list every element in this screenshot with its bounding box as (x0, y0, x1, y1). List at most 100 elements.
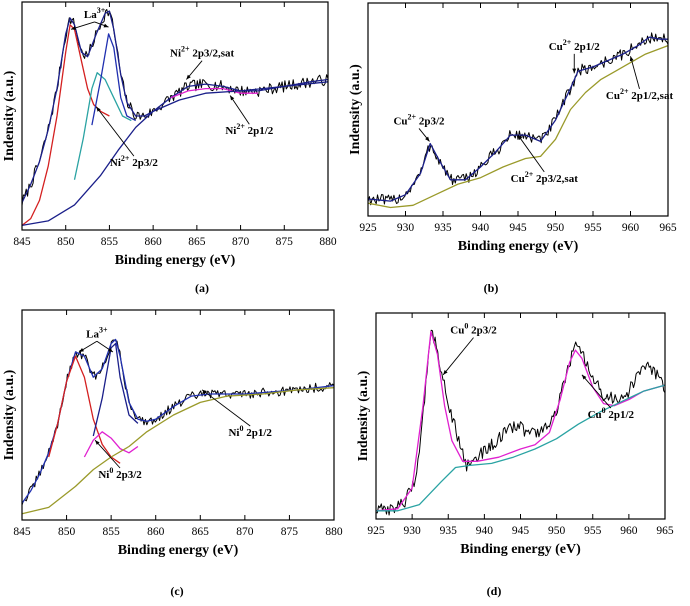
x-tick-label: 860 (147, 526, 165, 538)
x-tick-label: 925 (367, 525, 385, 537)
series-envelope-envelope (21, 10, 329, 203)
peak-annotation: Ni0 2p3/2 (98, 466, 142, 481)
x-tick-label: 965 (659, 222, 677, 234)
x-tick-label: 865 (192, 526, 210, 538)
series-background-background_olive (367, 44, 669, 209)
peak-annotation: Ni2+ 2p1/2 (225, 122, 273, 137)
series-peak-blue (91, 33, 137, 126)
panel-b: 925 930 935 940 945 950 955 960 965 Binding energ… (348, 2, 677, 295)
series-raw-raw (375, 329, 666, 516)
peak-annotation: La3+ (84, 6, 106, 21)
x-tick-label: 950 (548, 525, 566, 537)
peak-annotation: Cu2+ 2p1/2,sat (606, 87, 674, 102)
annotation-arrow (201, 389, 251, 427)
peak-annotation: Ni2+ 2p3/2 (110, 154, 158, 169)
peak-annotation: Ni2+ 2p3/2,sat (170, 45, 235, 60)
x-tick-label: 865 (188, 236, 206, 248)
annotation-arrow (95, 106, 135, 157)
x-tick-label: 950 (547, 222, 565, 234)
series-background-envelope (21, 81, 329, 227)
y-axis-label: Indensity (a.u.) (2, 369, 17, 460)
series-raw-raw (367, 32, 669, 206)
peak-annotation: La3+ (86, 325, 108, 340)
annotation-arrow (630, 56, 640, 89)
annotation-arrowhead (96, 106, 101, 112)
series-background-teal (376, 384, 666, 512)
annotation-arrowhead (443, 370, 448, 375)
x-tick-label: 955 (584, 222, 602, 234)
annotation-arrowhead (108, 347, 113, 352)
annotation-arrowhead (425, 136, 430, 142)
panel-caption: (c) (170, 584, 183, 598)
x-tick-label: 960 (620, 525, 638, 537)
x-tick-label: 880 (319, 236, 337, 248)
x-tick-label: 860 (145, 236, 163, 248)
x-axis-label: Binding energy (eV) (115, 253, 236, 268)
annotation-arrow (229, 95, 250, 125)
x-tick-label: 875 (276, 236, 294, 248)
peak-annotation: Cu2+ 2p3/2,sat (511, 170, 579, 185)
annotation-arrow (94, 439, 121, 469)
annotation-arrowhead (572, 68, 577, 74)
annotation-arrowhead (95, 440, 100, 445)
annotation-arrow (581, 374, 612, 409)
x-tick-label: 930 (397, 222, 415, 234)
annotation-arrowhead (79, 347, 85, 352)
x-tick-label: 955 (584, 525, 602, 537)
y-axis-label: Indensity (a.u.) (2, 70, 17, 161)
x-axis-label: Binding energy (eV) (460, 542, 581, 557)
panel-a: 845 850 855 860 865 870 875 880 Binding energy (… (2, 1, 337, 295)
series-peak-envelope (92, 342, 139, 437)
x-tick-label: 875 (281, 526, 299, 538)
x-axis-label: Binding energy (eV) (118, 543, 239, 558)
x-tick-label: 855 (101, 236, 119, 248)
series-peak-red (48, 355, 121, 464)
peak-annotation: Cu2+ 2p1/2 (549, 38, 601, 53)
x-tick-label: 940 (476, 525, 494, 537)
annotation-arrowhead (230, 95, 235, 101)
x-tick-label: 870 (232, 236, 250, 248)
x-tick-label: 850 (58, 526, 76, 538)
annotation-arrowhead (103, 23, 109, 28)
x-axis-label: Binding energy (eV) (458, 239, 579, 254)
annotation-arrowhead (581, 374, 587, 380)
panel-c: 845 850 855 860 865 870 875 880 Binding energy (… (2, 309, 343, 598)
x-tick-label: 925 (359, 222, 377, 234)
series-envelope-envelope (367, 36, 668, 202)
x-tick-label: 965 (656, 525, 674, 537)
x-tick-label: 930 (404, 525, 422, 537)
x-tick-label: 845 (13, 236, 31, 248)
x-tick-label: 870 (236, 526, 254, 538)
x-tick-label: 935 (440, 525, 458, 537)
series-raw-raw (21, 9, 329, 206)
series-background-background_olive (21, 387, 335, 515)
peak-annotation: Ni0 2p1/2 (228, 424, 272, 439)
series-peak-magenta (170, 87, 259, 99)
y-axis-label: Indensity (a.u.) (356, 370, 371, 461)
panel-caption: (a) (195, 281, 209, 295)
annotation-arrowhead (202, 389, 207, 395)
peak-annotation: Cu0 2p3/2 (450, 322, 497, 337)
annotation-arrow (442, 337, 474, 376)
axes-frame (21, 1, 329, 231)
x-tick-label: 935 (434, 222, 452, 234)
series-peak-red (21, 24, 110, 226)
series-envelope-blue (21, 338, 335, 504)
x-tick-label: 940 (472, 222, 490, 234)
x-tick-label: 850 (57, 236, 75, 248)
x-tick-label: 960 (622, 222, 640, 234)
annotation-arrowhead (629, 56, 634, 62)
x-tick-label: 855 (103, 526, 121, 538)
peak-annotation: Cu2+ 2p3/2 (393, 112, 445, 127)
annotation-arrowhead (186, 74, 191, 80)
series-peak-magenta (83, 431, 139, 458)
panel-d: 925 930 935 940 945 950 955 960 965 Binding energ… (356, 312, 674, 598)
axes-frame (21, 309, 335, 521)
panel-caption: (b) (484, 281, 499, 295)
x-tick-label: 845 (13, 526, 31, 538)
annotation-arrowhead (518, 135, 523, 140)
panel-caption: (d) (487, 584, 502, 598)
y-axis-label: Indensity (a.u.) (348, 64, 363, 155)
series-peak-magenta (375, 330, 666, 512)
